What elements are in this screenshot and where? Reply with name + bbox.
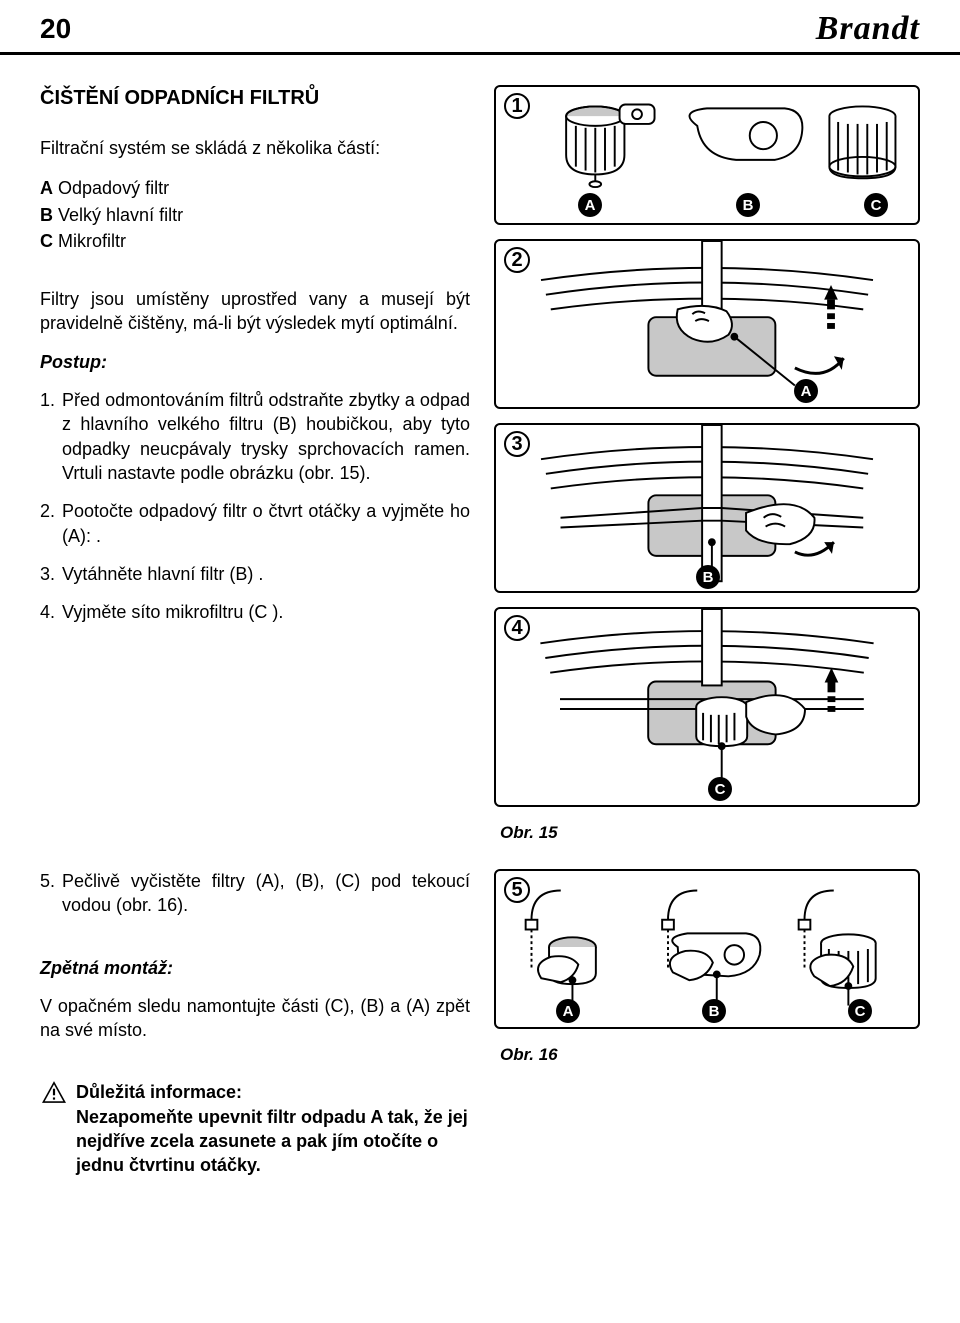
figure-1-index: 1 <box>504 93 530 119</box>
section-title: ČIŠTĚNÍ ODPADNÍCH FILTRŮ <box>40 85 470 112</box>
figure-1-label-c: C <box>864 193 888 217</box>
part-b: B Velký hlavní filtr <box>40 203 470 227</box>
caption-obr-16: Obr. 16 <box>500 1045 920 1065</box>
step-5: 5.Pečlivě vyčistěte filtry (A), (B), (C)… <box>40 869 470 918</box>
part-c: C Mikrofiltr <box>40 229 470 253</box>
step-3: 3.Vytáhněte hlavní filtr (B) . <box>40 562 470 586</box>
figure-5: 5 <box>494 869 920 1029</box>
procedure-heading: Postup: <box>40 350 470 374</box>
figure-2-label-a: A <box>794 379 818 403</box>
page-header: 20 Brandt <box>0 0 960 55</box>
important-heading: Důležitá informace: <box>76 1082 242 1102</box>
figure-1-label-b: B <box>736 193 760 217</box>
warning-icon <box>40 1080 68 1104</box>
figure-3-label-b: B <box>696 565 720 589</box>
figure-column: 1 <box>494 85 920 849</box>
caption-obr-15: Obr. 15 <box>500 823 920 843</box>
figure-1-svg <box>496 87 918 223</box>
figure-1-label-a: A <box>578 193 602 217</box>
figure-1: 1 <box>494 85 920 225</box>
figure-5-label-a: A <box>556 999 580 1023</box>
main-content: ČIŠTĚNÍ ODPADNÍCH FILTRŮ Filtrační systé… <box>0 55 960 869</box>
figure-4-svg <box>496 609 918 805</box>
part-a: A Odpadový filtr <box>40 176 470 200</box>
figure-5-label-b: B <box>702 999 726 1023</box>
steps-list: 1.Před odmontováním filtrů odstraňte zby… <box>40 388 470 638</box>
figure-5-label-c: C <box>848 999 872 1023</box>
step-2: 2.Pootočte odpadový filtr o čtvrt otáčky… <box>40 499 470 548</box>
figure-2: 2 <box>494 239 920 409</box>
reassembly-text: V opačném sledu namontujte části (C), (B… <box>40 994 470 1043</box>
important-text: Nezapomeňte upevnit filtr odpadu A tak, … <box>76 1107 468 1176</box>
figure-2-index: 2 <box>504 247 530 273</box>
figure-3-index: 3 <box>504 431 530 457</box>
step-1: 1.Před odmontováním filtrů odstraňte zby… <box>40 388 470 485</box>
step-4: 4.Vyjměte síto mikrofiltru (C ). <box>40 600 470 624</box>
figure-4-index: 4 <box>504 615 530 641</box>
reassembly-heading: Zpětná montáž: <box>40 956 470 980</box>
lower-text-column: 5.Pečlivě vyčistěte filtry (A), (B), (C)… <box>40 869 470 1178</box>
parts-list: A Odpadový filtr B Velký hlavní filtr C … <box>40 174 470 255</box>
important-note: Důležitá informace: Nezapomeňte upevnit … <box>40 1080 470 1177</box>
page-number: 20 <box>40 13 71 45</box>
intro-text: Filtrační systém se skládá z několika čá… <box>40 136 470 160</box>
figure-5-index: 5 <box>504 877 530 903</box>
important-body: Důležitá informace: Nezapomeňte upevnit … <box>76 1080 470 1177</box>
location-paragraph: Filtry jsou umístěny uprostřed vany a mu… <box>40 287 470 336</box>
brand-logo: Brandt <box>816 10 920 48</box>
figure-4-label-c: C <box>708 777 732 801</box>
lower-figure-column: 5 <box>494 869 920 1178</box>
text-column: ČIŠTĚNÍ ODPADNÍCH FILTRŮ Filtrační systé… <box>40 85 470 849</box>
step-5-list: 5.Pečlivě vyčistěte filtry (A), (B), (C)… <box>40 869 470 932</box>
figure-3: 3 <box>494 423 920 593</box>
lower-content: 5.Pečlivě vyčistěte filtry (A), (B), (C)… <box>0 869 960 1198</box>
figure-2-svg <box>496 241 918 407</box>
figure-4: 4 <box>494 607 920 807</box>
